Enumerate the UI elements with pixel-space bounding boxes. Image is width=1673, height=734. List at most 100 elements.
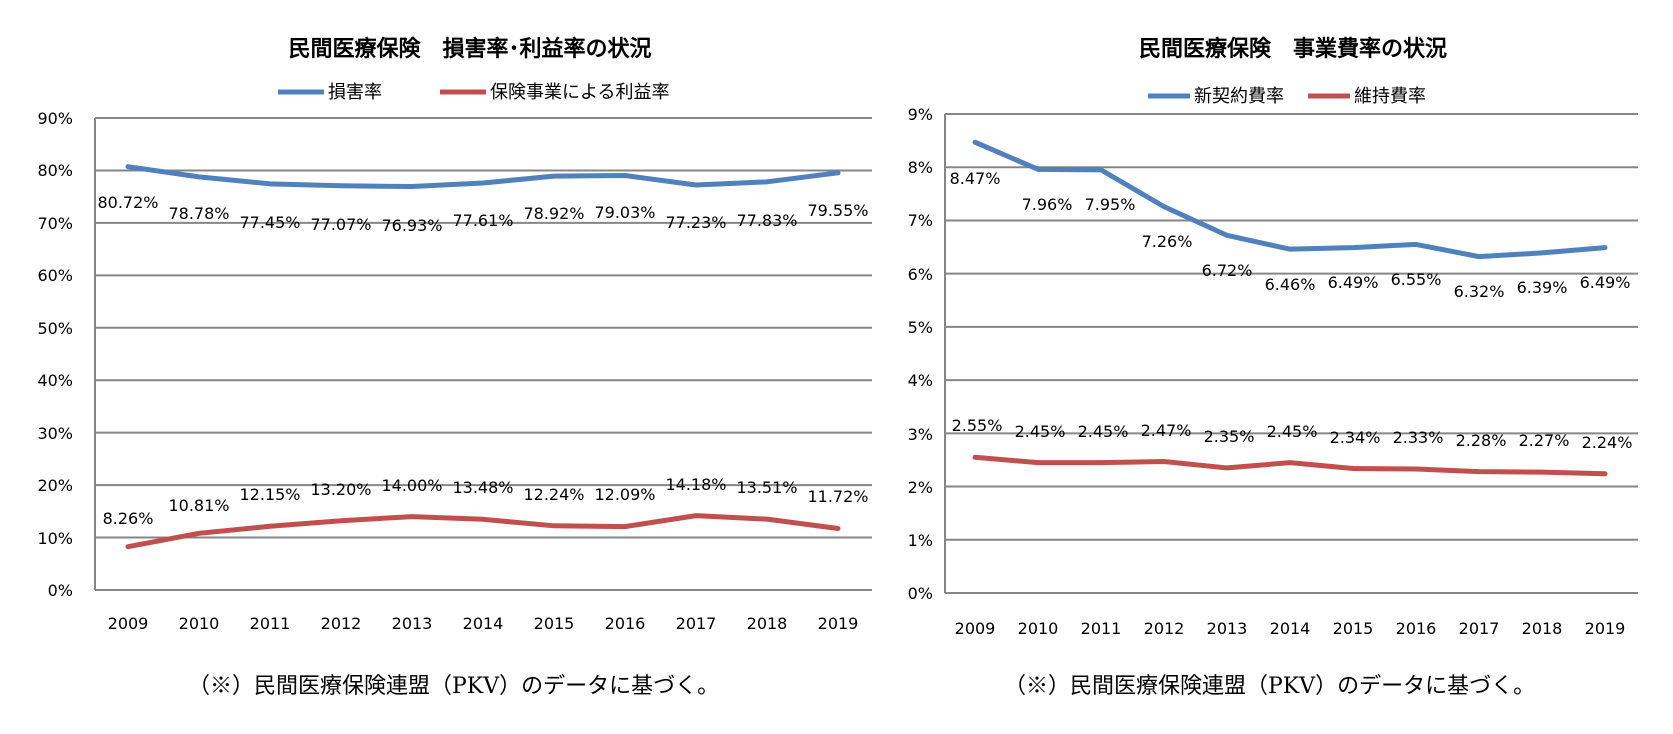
data-label: 2.28% bbox=[1456, 431, 1507, 450]
x-tick-label: 2016 bbox=[605, 614, 646, 633]
data-label: 7.95% bbox=[1085, 195, 1136, 214]
data-label: 14.00% bbox=[381, 476, 442, 495]
source-note: （※）民間医療保険連盟（PKV）のデータに基づく。 bbox=[188, 674, 719, 699]
data-label: 13.20% bbox=[310, 480, 371, 499]
source-note: （※）民間医療保険連盟（PKV）のデータに基づく。 bbox=[1004, 674, 1535, 699]
chart-title: 民間医療保険 損害率･利益率の状況 bbox=[288, 36, 651, 62]
legend: 損害率 保険事業による利益率 bbox=[278, 82, 669, 103]
x-axis-ticks: 2009 2010 2011 2012 2013 2014 2015 2016 … bbox=[955, 619, 1626, 638]
y-tick-label: 30% bbox=[37, 424, 73, 443]
data-label: 13.48% bbox=[452, 478, 513, 497]
loss-ratio-line bbox=[125, 164, 841, 190]
y-tick-label: 60% bbox=[37, 266, 73, 285]
y-tick-label: 8% bbox=[908, 158, 933, 177]
data-label: 80.72% bbox=[97, 193, 158, 212]
data-label: 11.72% bbox=[807, 487, 868, 506]
y-tick-label: 20% bbox=[37, 476, 73, 495]
y-tick-label: 40% bbox=[37, 371, 73, 390]
legend-label-acquisition-cost: 新契約費率 bbox=[1194, 86, 1284, 107]
y-axis-ticks: 0% 10% 20% 30% 40% 50% 60% 70% 80% 90% bbox=[37, 109, 73, 600]
loss-ratio-chart: 民間医療保険 損害率･利益率の状況 損害率 保険事業による利益率 0% 10% … bbox=[37, 36, 872, 699]
y-tick-label: 2% bbox=[908, 478, 933, 497]
y-tick-label: 1% bbox=[908, 531, 933, 550]
data-label: 77.23% bbox=[665, 213, 726, 232]
data-label: 6.72% bbox=[1202, 261, 1253, 280]
x-tick-label: 2010 bbox=[179, 614, 220, 633]
y-tick-label: 0% bbox=[48, 581, 73, 600]
data-label: 13.51% bbox=[736, 478, 797, 497]
x-tick-label: 2014 bbox=[463, 614, 504, 633]
y-tick-label: 4% bbox=[908, 371, 933, 390]
x-tick-label: 2009 bbox=[955, 619, 996, 638]
x-tick-label: 2011 bbox=[250, 614, 291, 633]
y-tick-label: 6% bbox=[908, 265, 933, 284]
y-tick-label: 9% bbox=[908, 105, 933, 124]
x-tick-label: 2012 bbox=[1144, 619, 1185, 638]
y-tick-label: 10% bbox=[37, 529, 73, 548]
y-tick-label: 5% bbox=[908, 318, 933, 337]
y-tick-label: 70% bbox=[37, 214, 73, 233]
data-label: 6.49% bbox=[1328, 273, 1379, 292]
data-label: 6.49% bbox=[1580, 273, 1631, 292]
y-tick-label: 80% bbox=[37, 161, 73, 180]
data-label: 2.35% bbox=[1204, 427, 1255, 446]
data-label: 14.18% bbox=[665, 475, 726, 494]
data-label: 6.55% bbox=[1391, 270, 1442, 289]
data-label: 79.55% bbox=[807, 201, 868, 220]
data-label: 10.81% bbox=[168, 496, 229, 515]
maintenance-cost-line bbox=[972, 454, 1608, 477]
y-tick-label: 3% bbox=[908, 425, 933, 444]
x-tick-label: 2015 bbox=[534, 614, 575, 633]
y-tick-label: 0% bbox=[908, 584, 933, 603]
legend-label-loss-ratio: 損害率 bbox=[328, 82, 382, 103]
data-label: 12.24% bbox=[523, 485, 584, 504]
data-label: 2.45% bbox=[1078, 422, 1129, 441]
legend: 新契約費率 維持費率 bbox=[1148, 86, 1426, 107]
gridlines bbox=[944, 113, 1638, 594]
x-tick-label: 2015 bbox=[1333, 619, 1374, 638]
data-label: 12.15% bbox=[239, 485, 300, 504]
data-label: 6.46% bbox=[1265, 275, 1316, 294]
data-label: 2.27% bbox=[1519, 431, 1570, 450]
chart-title: 民間医療保険 事業費率の状況 bbox=[1139, 36, 1447, 62]
x-tick-label: 2012 bbox=[321, 614, 362, 633]
x-tick-label: 2016 bbox=[1396, 619, 1437, 638]
x-axis-ticks: 2009 2010 2011 2012 2013 2014 2015 2016 … bbox=[108, 614, 859, 633]
x-tick-label: 2010 bbox=[1018, 619, 1059, 638]
data-label: 7.96% bbox=[1022, 195, 1073, 214]
data-label: 6.39% bbox=[1517, 278, 1568, 297]
data-label: 79.03% bbox=[594, 203, 655, 222]
x-tick-label: 2009 bbox=[108, 614, 149, 633]
data-label: 8.26% bbox=[103, 509, 154, 528]
legend-label-profit-ratio: 保険事業による利益率 bbox=[490, 82, 669, 103]
data-label: 2.47% bbox=[1141, 421, 1192, 440]
x-tick-label: 2017 bbox=[1459, 619, 1500, 638]
x-tick-label: 2019 bbox=[818, 614, 859, 633]
data-label: 77.45% bbox=[239, 213, 300, 232]
x-tick-label: 2018 bbox=[747, 614, 788, 633]
acquisition-cost-line bbox=[972, 139, 1608, 260]
gridlines bbox=[94, 117, 872, 591]
data-label: 77.83% bbox=[736, 211, 797, 230]
x-tick-label: 2013 bbox=[392, 614, 433, 633]
data-label: 7.26% bbox=[1142, 232, 1193, 251]
data-label: 2.33% bbox=[1393, 428, 1444, 447]
data-labels-loss-ratio: 80.72% 78.78% 77.45% 77.07% 76.93% 77.61… bbox=[97, 193, 868, 235]
x-tick-label: 2011 bbox=[1081, 619, 1122, 638]
data-labels-acquisition-cost: 8.47% 7.96% 7.95% 7.26% 6.72% 6.46% 6.49… bbox=[950, 169, 1631, 301]
data-labels-profit-ratio: 8.26% 10.81% 12.15% 13.20% 14.00% 13.48%… bbox=[103, 475, 869, 528]
data-label: 2.45% bbox=[1015, 422, 1066, 441]
data-label: 76.93% bbox=[381, 216, 442, 235]
profit-ratio-line bbox=[125, 513, 841, 550]
data-label: 2.45% bbox=[1267, 422, 1318, 441]
x-tick-label: 2013 bbox=[1207, 619, 1248, 638]
data-label: 6.32% bbox=[1454, 282, 1505, 301]
data-label: 77.61% bbox=[452, 211, 513, 230]
data-label: 2.24% bbox=[1582, 433, 1633, 452]
data-label: 12.09% bbox=[594, 485, 655, 504]
data-label: 2.55% bbox=[952, 416, 1003, 435]
y-tick-label: 7% bbox=[908, 211, 933, 230]
series-lines bbox=[125, 164, 841, 550]
y-axis-ticks: 0% 1% 2% 3% 4% 5% 6% 7% 8% 9% bbox=[908, 105, 933, 603]
data-labels-maintenance-cost: 2.55% 2.45% 2.45% 2.47% 2.35% 2.45% 2.34… bbox=[952, 416, 1633, 452]
